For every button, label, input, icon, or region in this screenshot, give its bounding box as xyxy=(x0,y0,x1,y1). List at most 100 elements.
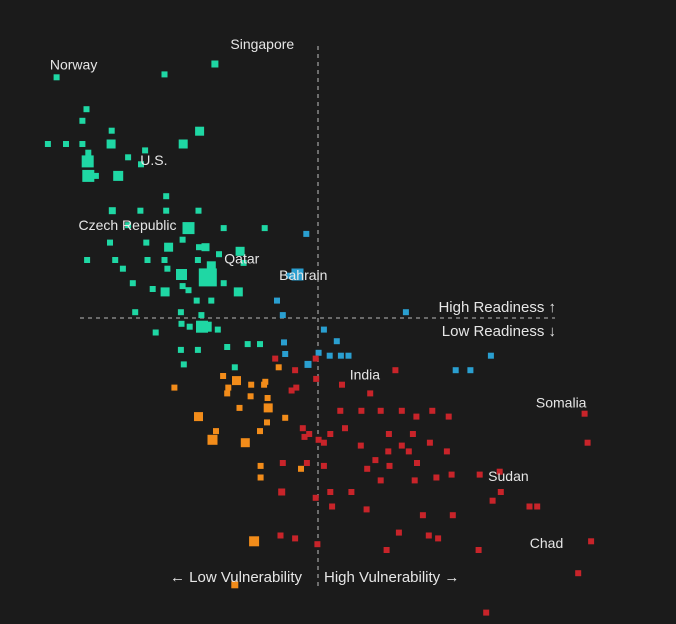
data-point-orange xyxy=(231,581,239,589)
data-point-green xyxy=(107,239,113,246)
data-point-blue xyxy=(281,339,287,346)
data-point-green xyxy=(129,280,136,287)
data-point-green xyxy=(233,287,243,297)
data-point-red xyxy=(339,381,345,388)
data-point-orange xyxy=(264,419,270,426)
data-point-orange xyxy=(171,384,178,391)
data-point-green xyxy=(83,106,90,113)
data-point-red xyxy=(320,462,327,469)
data-point-red xyxy=(497,489,504,495)
data-point-green xyxy=(214,326,221,333)
data-point-green xyxy=(125,222,132,229)
data-point-red xyxy=(292,367,299,374)
country-labels-group: Singapore Norway U.S. Czech Republic Qatar Ba… xyxy=(50,36,587,551)
data-point-green xyxy=(92,172,99,179)
data-point-red xyxy=(448,471,455,478)
data-point-green xyxy=(186,323,193,330)
data-point-green xyxy=(179,236,186,243)
data-point-green xyxy=(235,246,245,256)
data-point-orange xyxy=(263,403,273,413)
data-point-green xyxy=(194,257,201,263)
data-point-red xyxy=(313,375,320,382)
data-point-green xyxy=(220,225,227,232)
data-point-green xyxy=(138,161,144,168)
data-point-green xyxy=(119,265,126,272)
data-point-green xyxy=(108,141,115,147)
data-point-green xyxy=(211,60,219,68)
data-point-red xyxy=(398,442,405,449)
data-point-green xyxy=(182,222,195,235)
data-point-red xyxy=(588,538,595,545)
data-point-red xyxy=(357,442,364,449)
data-point-orange xyxy=(275,364,282,371)
data-point-green xyxy=(143,239,150,246)
country-label-sudan: Sudan xyxy=(488,468,528,484)
data-point-green xyxy=(178,320,185,327)
data-point-green xyxy=(261,225,268,232)
data-point-green xyxy=(206,261,216,271)
data-point-red xyxy=(363,506,370,513)
data-point-green xyxy=(161,71,168,78)
data-point-red xyxy=(358,407,365,414)
data-point-blue xyxy=(337,352,344,359)
country-label-india: India xyxy=(350,367,381,383)
data-point-red xyxy=(581,410,588,417)
data-point-green xyxy=(220,280,227,287)
data-point-red xyxy=(385,448,392,455)
data-point-red xyxy=(475,547,482,553)
data-point-green xyxy=(201,243,210,252)
data-points-group xyxy=(44,60,595,616)
data-point-green xyxy=(144,257,151,263)
data-point-red xyxy=(584,439,591,446)
data-point-red xyxy=(293,384,300,391)
data-point-red xyxy=(419,512,426,519)
data-point-blue xyxy=(333,338,340,345)
country-label-singapore: Singapore xyxy=(230,36,294,52)
data-point-red xyxy=(575,570,582,577)
data-point-red xyxy=(292,535,299,542)
data-point-green xyxy=(164,265,171,272)
country-label-bahrain: Bahrain xyxy=(279,267,327,283)
data-point-green xyxy=(244,341,251,348)
data-point-green xyxy=(108,127,115,134)
data-point-green xyxy=(63,141,69,147)
data-point-orange xyxy=(240,438,250,448)
data-point-red xyxy=(288,387,295,394)
data-point-green xyxy=(208,297,215,304)
data-point-red xyxy=(426,439,433,446)
data-point-red xyxy=(299,425,306,432)
data-point-red xyxy=(476,471,483,478)
data-point-blue xyxy=(452,367,459,374)
data-point-red xyxy=(367,390,374,397)
data-point-blue xyxy=(467,367,474,374)
data-point-red xyxy=(277,532,284,539)
data-point-red xyxy=(303,460,310,466)
data-point-green xyxy=(163,193,170,200)
country-label-u-s: U.S. xyxy=(140,152,167,168)
data-point-blue xyxy=(274,297,280,304)
data-point-green xyxy=(196,244,202,251)
data-point-orange xyxy=(248,381,255,388)
data-point-red xyxy=(327,489,334,495)
data-point-red xyxy=(385,431,392,437)
data-point-orange xyxy=(257,428,263,435)
data-point-orange xyxy=(225,384,232,391)
data-point-red xyxy=(496,468,503,475)
data-point-red xyxy=(372,457,379,464)
data-point-green xyxy=(161,257,168,263)
data-point-green xyxy=(112,257,119,263)
data-point-blue xyxy=(326,352,333,359)
data-point-green xyxy=(84,257,91,263)
data-point-green xyxy=(79,117,86,124)
data-point-orange xyxy=(282,414,289,421)
data-point-green xyxy=(193,297,200,304)
data-point-red xyxy=(395,529,402,536)
data-point-red xyxy=(405,448,412,455)
data-point-green xyxy=(160,287,170,297)
data-point-red xyxy=(411,477,418,484)
data-point-orange xyxy=(224,390,231,397)
data-point-blue xyxy=(282,351,289,357)
data-point-red xyxy=(429,407,436,414)
data-point-blue xyxy=(320,326,327,333)
